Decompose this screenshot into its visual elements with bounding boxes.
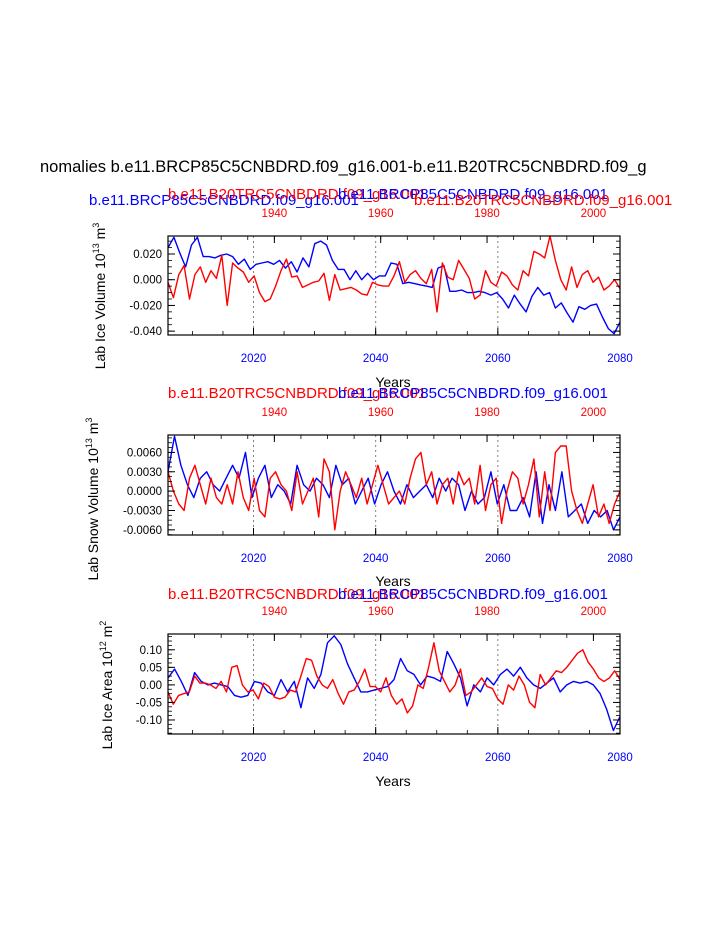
y-tick-label: -0.040 [129, 326, 162, 338]
x-tick-label-bottom: 2020 [241, 353, 267, 365]
x-tick-label-top: 1940 [262, 407, 288, 419]
x-axis-label: Years [375, 573, 410, 589]
top-label-red: b.e11.B20TRC5CNBDRD.f09_g16.001 [168, 586, 426, 603]
chart-panel-snow-volume: b.e11.B20TRC5CNBDRD.f09_g16.001 b.e11.BR… [84, 385, 633, 589]
x-tick-label-bottom: 2060 [485, 353, 511, 365]
plot-frame [167, 633, 621, 735]
x-tick-label-bottom: 2040 [363, 553, 389, 565]
y-tick-label: 0.020 [133, 249, 162, 261]
x-tick-label-bottom: 2040 [363, 752, 389, 764]
x-tick-label-bottom: 2020 [241, 553, 267, 565]
x-tick-label-bottom: 2020 [241, 752, 267, 764]
y-axis-label-main: Lab Ice Area 10 [99, 651, 115, 749]
y-axis-label: Lab Ice Volume 1013 m3 [91, 223, 108, 370]
x-tick-label-top: 2000 [581, 407, 607, 419]
y-axis-label-unit: m [92, 228, 108, 240]
y-axis-label-unit-exp: 3 [84, 418, 94, 423]
chart-panel-ice-volume: b.e11.BRCP85C5CNBDRD.f09_g16.001 b.e11.B… [89, 186, 672, 390]
series-line-blue [167, 435, 621, 531]
y-tick-label: -0.0060 [123, 525, 162, 537]
top-label-blue: b.e11.BRCP85C5CNBDRD.f09_g16.001 [338, 586, 608, 603]
y-axis-label: Lab Snow Volume 1013 m3 [84, 418, 101, 581]
series-line-red [167, 445, 621, 531]
plot-area: -0.040 -0.020 0.000 0.020 2020 2040 2060 2080 19… [129, 208, 632, 365]
y-tick-label: 0.00 [140, 680, 162, 692]
y-tick-label: -0.10 [136, 715, 162, 727]
y-tick-label: 0.0000 [127, 486, 162, 498]
plot-frame [167, 434, 621, 536]
y-axis-label-unit-exp: 3 [91, 223, 101, 228]
plot-area: -0.0060 -0.0030 0.0000 0.0030 0.0060 2020 2040… [123, 407, 633, 565]
series-line-blue [167, 236, 621, 335]
y-axis-label-main: Lab Snow Volume 10 [85, 448, 101, 581]
plot-area: -0.10 -0.05 0.00 0.05 0.10 2020 2040 2060 2080 19… [136, 606, 633, 764]
y-tick-label: -0.05 [136, 697, 162, 709]
series-line-blue [167, 635, 621, 732]
x-tick-label-top: 1960 [368, 606, 394, 618]
x-tick-label-top: 1980 [474, 208, 500, 220]
y-tick-label: 0.000 [133, 275, 162, 287]
x-tick-label-top: 1940 [262, 208, 288, 220]
top-label-red-1: b.e11.B20TRC5CNBDRD.f09_g16.001 [168, 186, 426, 203]
x-tick-label-top: 2000 [581, 606, 607, 618]
chart-panel-ice-area: b.e11.B20TRC5CNBDRD.f09_g16.001 b.e11.BR… [98, 586, 633, 789]
y-axis-label-exp: 13 [91, 243, 101, 253]
x-tick-label-top: 1960 [368, 407, 394, 419]
y-tick-label: 0.05 [140, 662, 162, 674]
y-tick-label: -0.0030 [123, 505, 162, 517]
top-label-red-2: b.e11.B20TRC5CNBDRD.f09_g16.001 [414, 192, 672, 209]
y-axis-label-main: Lab Ice Volume 10 [92, 253, 108, 369]
top-label-blue-2: b.e11.BRCP85C5CNBDRD.f09_g16.001 [338, 186, 608, 203]
y-axis-label: Lab Ice Area 1012 m2 [98, 621, 115, 750]
top-label-red: b.e11.B20TRC5CNBDRD.f09_g16.001 [168, 385, 426, 402]
x-axis-label: Years [375, 374, 410, 390]
y-axis-label-exp: 12 [98, 641, 108, 651]
x-tick-label-bottom: 2080 [607, 752, 633, 764]
figure-title: nomalies b.e11.BRCP85C5CNBDRD.f09_g16.00… [40, 158, 647, 176]
x-tick-label-bottom: 2060 [485, 553, 511, 565]
plot-frame [167, 235, 621, 336]
y-axis-label-unit: m [85, 423, 101, 435]
y-tick-label: 0.0060 [127, 447, 162, 459]
x-axis-label: Years [375, 773, 410, 789]
x-tick-label-top: 1980 [474, 606, 500, 618]
x-tick-label-top: 1980 [474, 407, 500, 419]
x-tick-label-top: 1940 [262, 606, 288, 618]
y-axis-label-unit-exp: 2 [98, 621, 108, 626]
x-tick-label-bottom: 2080 [607, 553, 633, 565]
x-tick-label-top: 2000 [581, 208, 607, 220]
top-label-blue: b.e11.BRCP85C5CNBDRD.f09_g16.001 [338, 385, 608, 402]
x-tick-label-top: 1960 [368, 208, 394, 220]
top-label-blue-1: b.e11.BRCP85C5CNBDRD.f09_g16.001 [89, 192, 359, 209]
series-line-red [167, 235, 621, 313]
y-axis-label-exp: 13 [84, 438, 94, 448]
y-axis-label-unit: m [99, 626, 115, 638]
y-tick-label: -0.020 [129, 300, 162, 312]
series-line-red [167, 642, 621, 714]
x-tick-label-bottom: 2060 [485, 752, 511, 764]
x-tick-label-bottom: 2040 [363, 353, 389, 365]
y-tick-label: 0.10 [140, 645, 162, 657]
x-tick-label-bottom: 2080 [607, 353, 633, 365]
y-tick-label: 0.0030 [127, 467, 162, 479]
